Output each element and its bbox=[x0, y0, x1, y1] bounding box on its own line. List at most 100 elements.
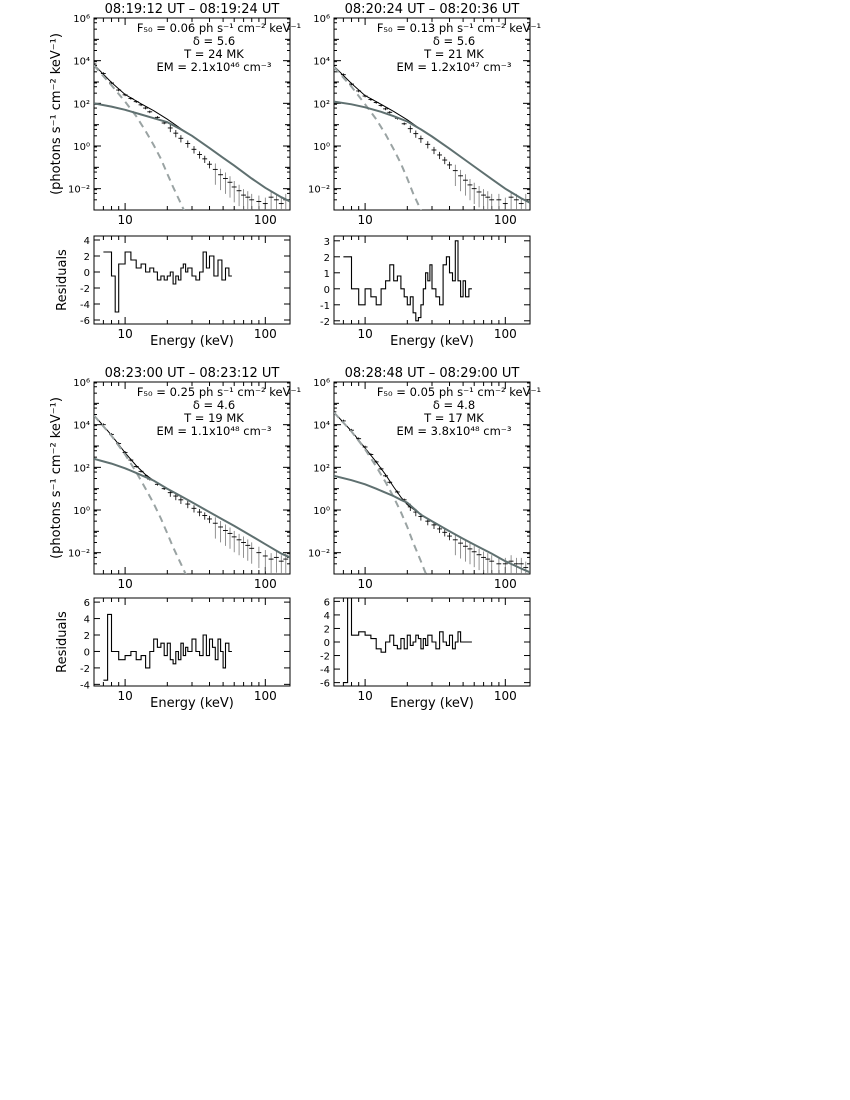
param-delta: δ = 5.6 bbox=[193, 34, 235, 48]
y-tick-label: 10² bbox=[73, 463, 90, 474]
residuals-tick-label: -6 bbox=[80, 316, 90, 327]
param-emission-measure: EM = 1.2x10⁴⁷ cm⁻³ bbox=[397, 60, 512, 74]
x-tick-label: 100 bbox=[494, 327, 517, 341]
spectrum-plot-area bbox=[334, 64, 530, 210]
param-flux: F₅₀ = 0.06 ph s⁻¹ cm⁻² keV⁻¹ bbox=[137, 21, 301, 35]
residuals-step-line bbox=[103, 251, 232, 313]
thermal-model-curve bbox=[334, 411, 428, 574]
y-tick-label: 10⁰ bbox=[73, 142, 90, 153]
residuals-tick-label: 0 bbox=[84, 647, 90, 658]
x-tick-label: 100 bbox=[254, 689, 277, 703]
x-tick-label: 10 bbox=[357, 327, 372, 341]
param-delta: δ = 4.8 bbox=[433, 398, 475, 412]
param-flux: F₅₀ = 0.25 ph s⁻¹ cm⁻² keV⁻¹ bbox=[137, 385, 301, 399]
residuals-tick-label: 1 bbox=[324, 269, 330, 280]
x-tick-label: 100 bbox=[254, 577, 277, 591]
residuals-tick-label: 2 bbox=[84, 631, 90, 642]
total-model-curve bbox=[334, 65, 530, 204]
x-tick-label: 100 bbox=[494, 689, 517, 703]
x-axis-label: Energy (keV) bbox=[390, 696, 474, 711]
x-tick-label: 10 bbox=[357, 689, 372, 703]
thermal-model-curve bbox=[94, 64, 185, 210]
y-tick-label: 10⁻² bbox=[68, 185, 90, 196]
residuals-tick-label: 4 bbox=[324, 611, 330, 622]
param-emission-measure: EM = 1.1x10⁴⁸ cm⁻³ bbox=[157, 424, 272, 438]
spectrum-y-axis-label: (photons s⁻¹ cm⁻² keV⁻¹) bbox=[49, 397, 64, 559]
x-tick-label: 10 bbox=[117, 689, 132, 703]
y-tick-label: 10⁴ bbox=[313, 421, 330, 432]
x-tick-label: 10 bbox=[357, 213, 372, 227]
param-flux: F₅₀ = 0.13 ph s⁻¹ cm⁻² keV⁻¹ bbox=[377, 21, 541, 35]
residuals-tick-label: 3 bbox=[324, 237, 330, 248]
param-temperature: T = 21 MK bbox=[423, 47, 484, 61]
residuals-tick-label: -4 bbox=[80, 680, 90, 691]
y-tick-label: 10⁴ bbox=[313, 57, 330, 68]
residuals-tick-label: 0 bbox=[324, 285, 330, 296]
spectrum-panel-4: 08:28:48 UT – 08:29:00 UT 10 100 10 100 10⁻² 1… bbox=[308, 366, 541, 711]
residuals-tick-label: -1 bbox=[320, 301, 330, 312]
panel-title: 08:19:12 UT – 08:19:24 UT bbox=[105, 2, 280, 17]
panel-title: 08:28:48 UT – 08:29:00 UT bbox=[345, 366, 520, 381]
x-tick-label: 100 bbox=[254, 327, 277, 341]
residuals-tick-label: -2 bbox=[80, 664, 90, 675]
residuals-y-axis-label: Residuals bbox=[55, 611, 70, 673]
y-tick-label: 10⁻² bbox=[308, 549, 330, 560]
residuals-tick-label: 2 bbox=[324, 624, 330, 635]
residuals-plot-area bbox=[103, 251, 232, 313]
spectrum-plot-area bbox=[334, 410, 530, 574]
residuals-tick-label: -2 bbox=[320, 317, 330, 328]
residuals-tick-label: -2 bbox=[320, 652, 330, 663]
y-tick-label: 10⁶ bbox=[73, 378, 90, 389]
y-tick-label: 10² bbox=[313, 99, 330, 110]
residuals-axes-frame bbox=[93, 235, 291, 325]
residuals-plot-area bbox=[103, 613, 232, 681]
param-delta: δ = 4.6 bbox=[193, 398, 235, 412]
residuals-y-axis-label: Residuals bbox=[55, 249, 70, 311]
residuals-step-line bbox=[343, 240, 472, 322]
y-tick-label: 10⁴ bbox=[73, 421, 90, 432]
spectrum-plot-area bbox=[94, 62, 290, 210]
residuals-tick-label: -4 bbox=[80, 300, 90, 311]
residuals-tick-label: 6 bbox=[324, 597, 330, 608]
residuals-plot-area bbox=[343, 240, 472, 322]
thermal-model-curve bbox=[334, 66, 423, 210]
thermal-model-curve bbox=[94, 414, 187, 574]
y-tick-label: 10⁰ bbox=[313, 142, 330, 153]
param-temperature: T = 24 MK bbox=[183, 47, 244, 61]
residuals-tick-label: 4 bbox=[84, 236, 90, 247]
residuals-tick-label: -6 bbox=[320, 679, 330, 690]
residuals-tick-label: 0 bbox=[84, 268, 90, 279]
y-tick-label: 10⁶ bbox=[73, 14, 90, 25]
y-tick-label: 10⁶ bbox=[313, 14, 330, 25]
spectrum-plot-area bbox=[94, 413, 290, 574]
panel-title: 08:20:24 UT – 08:20:36 UT bbox=[345, 2, 520, 17]
residuals-tick-label: 2 bbox=[324, 253, 330, 264]
x-axis-label: Energy (keV) bbox=[150, 334, 234, 349]
y-tick-label: 10² bbox=[73, 99, 90, 110]
spectrum-panel-3: 08:23:00 UT – 08:23:12 UT 10 100 10 100 10⁻² 1… bbox=[49, 366, 301, 711]
residuals-tick-label: 0 bbox=[324, 638, 330, 649]
y-tick-label: 10⁰ bbox=[73, 506, 90, 517]
y-tick-label: 10⁶ bbox=[313, 378, 330, 389]
panel-title: 08:23:00 UT – 08:23:12 UT bbox=[105, 366, 280, 381]
total-model-curve bbox=[94, 64, 290, 202]
y-tick-label: 10² bbox=[313, 463, 330, 474]
residuals-tick-label: 2 bbox=[84, 252, 90, 263]
x-tick-label: 100 bbox=[254, 213, 277, 227]
param-temperature: T = 17 MK bbox=[423, 411, 484, 425]
residuals-tick-label: 6 bbox=[84, 598, 90, 609]
y-tick-label: 10⁻² bbox=[308, 185, 330, 196]
x-tick-label: 10 bbox=[117, 213, 132, 227]
x-tick-label: 100 bbox=[494, 213, 517, 227]
residuals-step-line bbox=[343, 598, 472, 684]
residuals-tick-label: -2 bbox=[80, 284, 90, 295]
residuals-plot-area bbox=[343, 598, 472, 684]
param-temperature: T = 19 MK bbox=[183, 411, 244, 425]
x-tick-label: 10 bbox=[357, 577, 372, 591]
nonthermal-model-curve bbox=[334, 474, 530, 574]
residuals-tick-label: 4 bbox=[84, 615, 90, 626]
x-axis-label: Energy (keV) bbox=[390, 334, 474, 349]
x-tick-label: 100 bbox=[494, 577, 517, 591]
spectrum-panel-1: 08:19:12 UT – 08:19:24 UT 10 100 10 100 10⁻² 1… bbox=[49, 2, 301, 349]
